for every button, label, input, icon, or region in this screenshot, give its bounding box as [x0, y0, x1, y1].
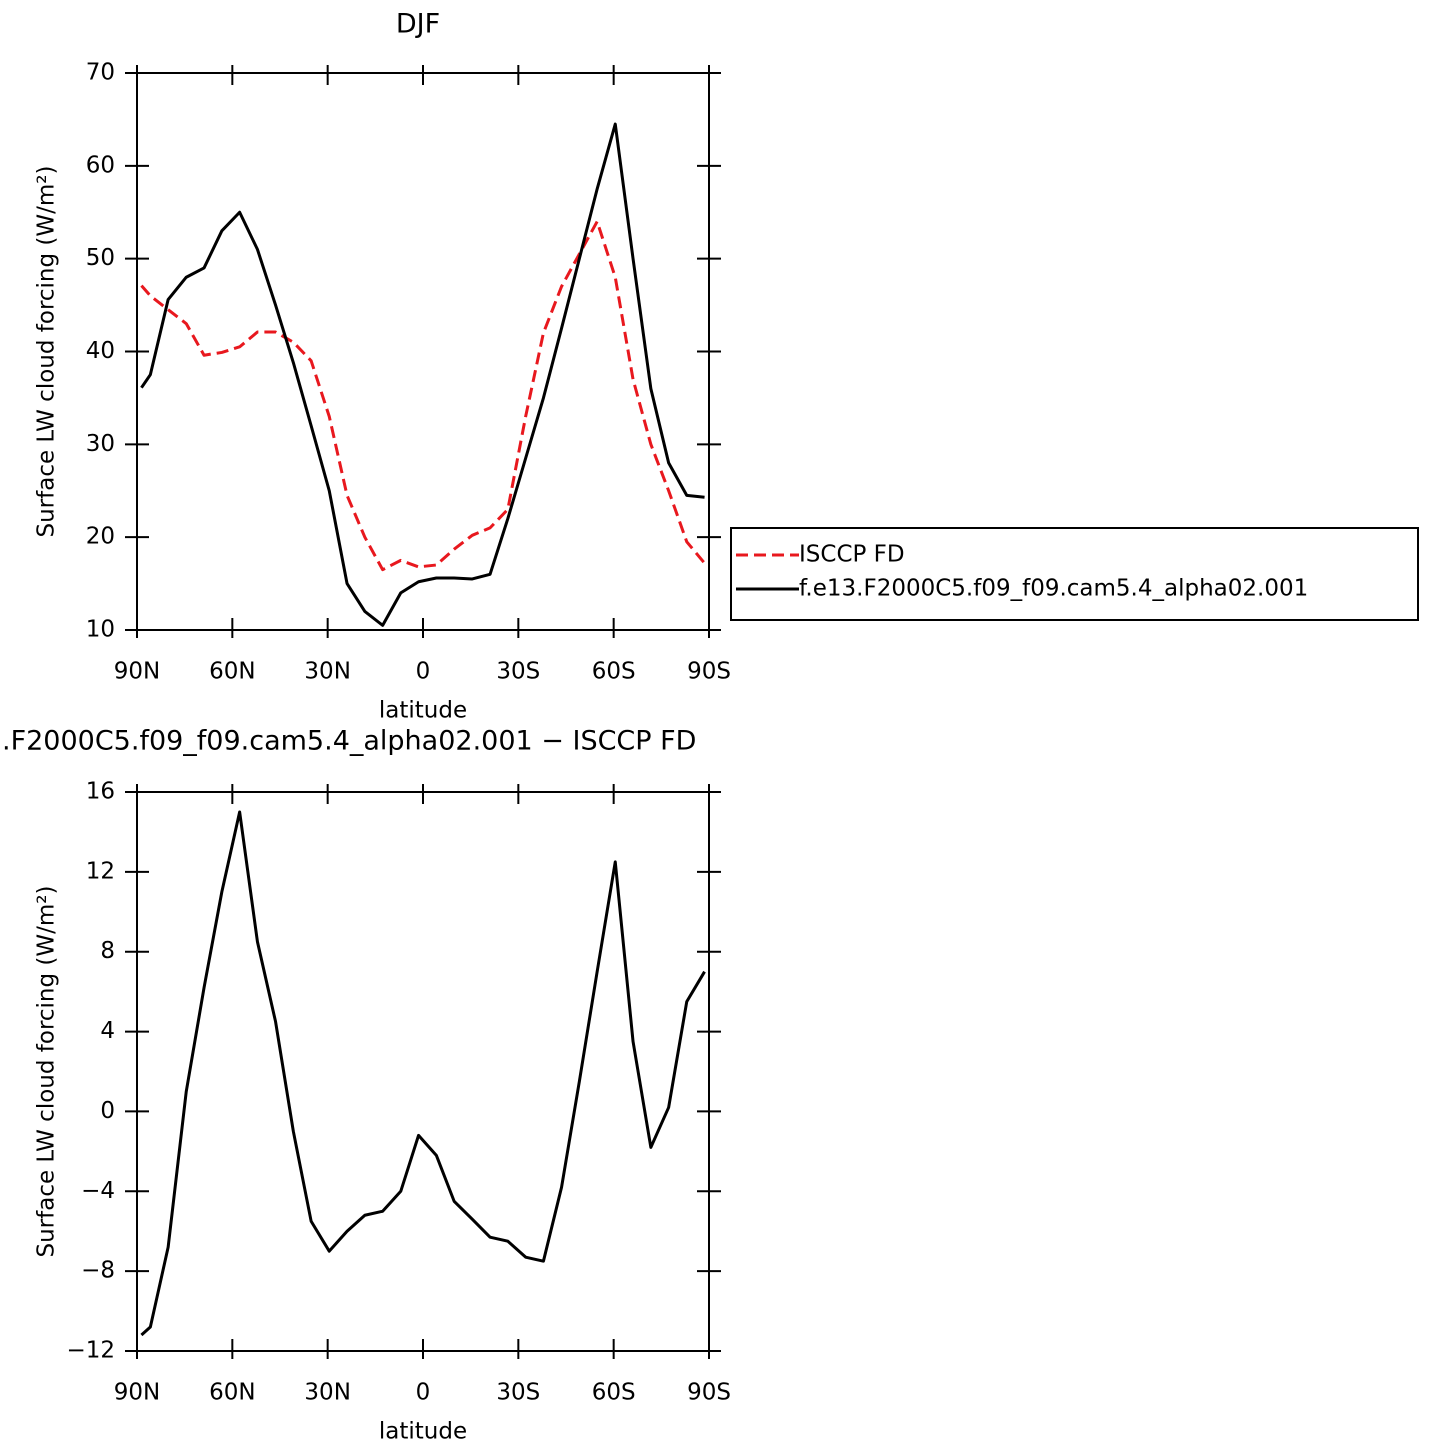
y-tick-label: 12 — [86, 858, 115, 884]
y-axis-label: Surface LW cloud forcing (W/m²) — [34, 166, 60, 538]
x-tick-label: 60S — [592, 659, 636, 685]
chart-title: DJF — [396, 9, 440, 40]
x-axis-label: latitude — [379, 698, 467, 724]
y-tick-label: −12 — [66, 1338, 115, 1364]
y-tick-label: 8 — [100, 938, 115, 964]
y-tick-label: −8 — [81, 1258, 115, 1284]
legend-box — [730, 527, 1419, 621]
y-tick-label: 4 — [100, 1018, 115, 1044]
y-tick-label: 60 — [86, 152, 115, 178]
chart-title: .F2000C5.f09_f09.cam5.4_alpha02.001 − IS… — [2, 726, 696, 757]
y-tick-label: 30 — [86, 431, 115, 457]
x-tick-label: 90S — [687, 659, 731, 685]
y-tick-label: 10 — [86, 617, 115, 643]
x-tick-label: 30N — [304, 1380, 350, 1406]
y-tick-label: 50 — [86, 245, 115, 271]
plot-frame — [136, 791, 710, 1352]
y-tick-label: 16 — [86, 779, 115, 805]
x-tick-label: 30S — [496, 1380, 540, 1406]
data-line — [140, 220, 706, 572]
data-line — [140, 810, 706, 1337]
y-tick-label: 20 — [86, 524, 115, 550]
x-tick-label: 30S — [496, 659, 540, 685]
x-tick-label: 60N — [209, 1380, 255, 1406]
y-tick-label: 0 — [100, 1098, 115, 1124]
y-axis-label: Surface LW cloud forcing (W/m²) — [34, 886, 60, 1258]
x-tick-label: 90N — [114, 659, 160, 685]
y-tick-label: −4 — [81, 1178, 115, 1204]
x-tick-label: 60N — [209, 659, 255, 685]
x-tick-label: 90S — [687, 1380, 731, 1406]
legend-label: ISCCP FD — [799, 542, 905, 568]
legend-label: f.e13.F2000C5.f09_f09.cam5.4_alpha02.001 — [799, 576, 1308, 602]
x-tick-label: 30N — [304, 659, 350, 685]
x-tick-label: 90N — [114, 1380, 160, 1406]
y-tick-label: 70 — [86, 60, 115, 86]
x-tick-label: 0 — [416, 1380, 431, 1406]
y-tick-label: 40 — [86, 338, 115, 364]
x-tick-label: 0 — [416, 659, 431, 685]
data-line — [140, 122, 705, 627]
x-axis-label: latitude — [379, 1419, 467, 1445]
x-tick-label: 60S — [592, 1380, 636, 1406]
